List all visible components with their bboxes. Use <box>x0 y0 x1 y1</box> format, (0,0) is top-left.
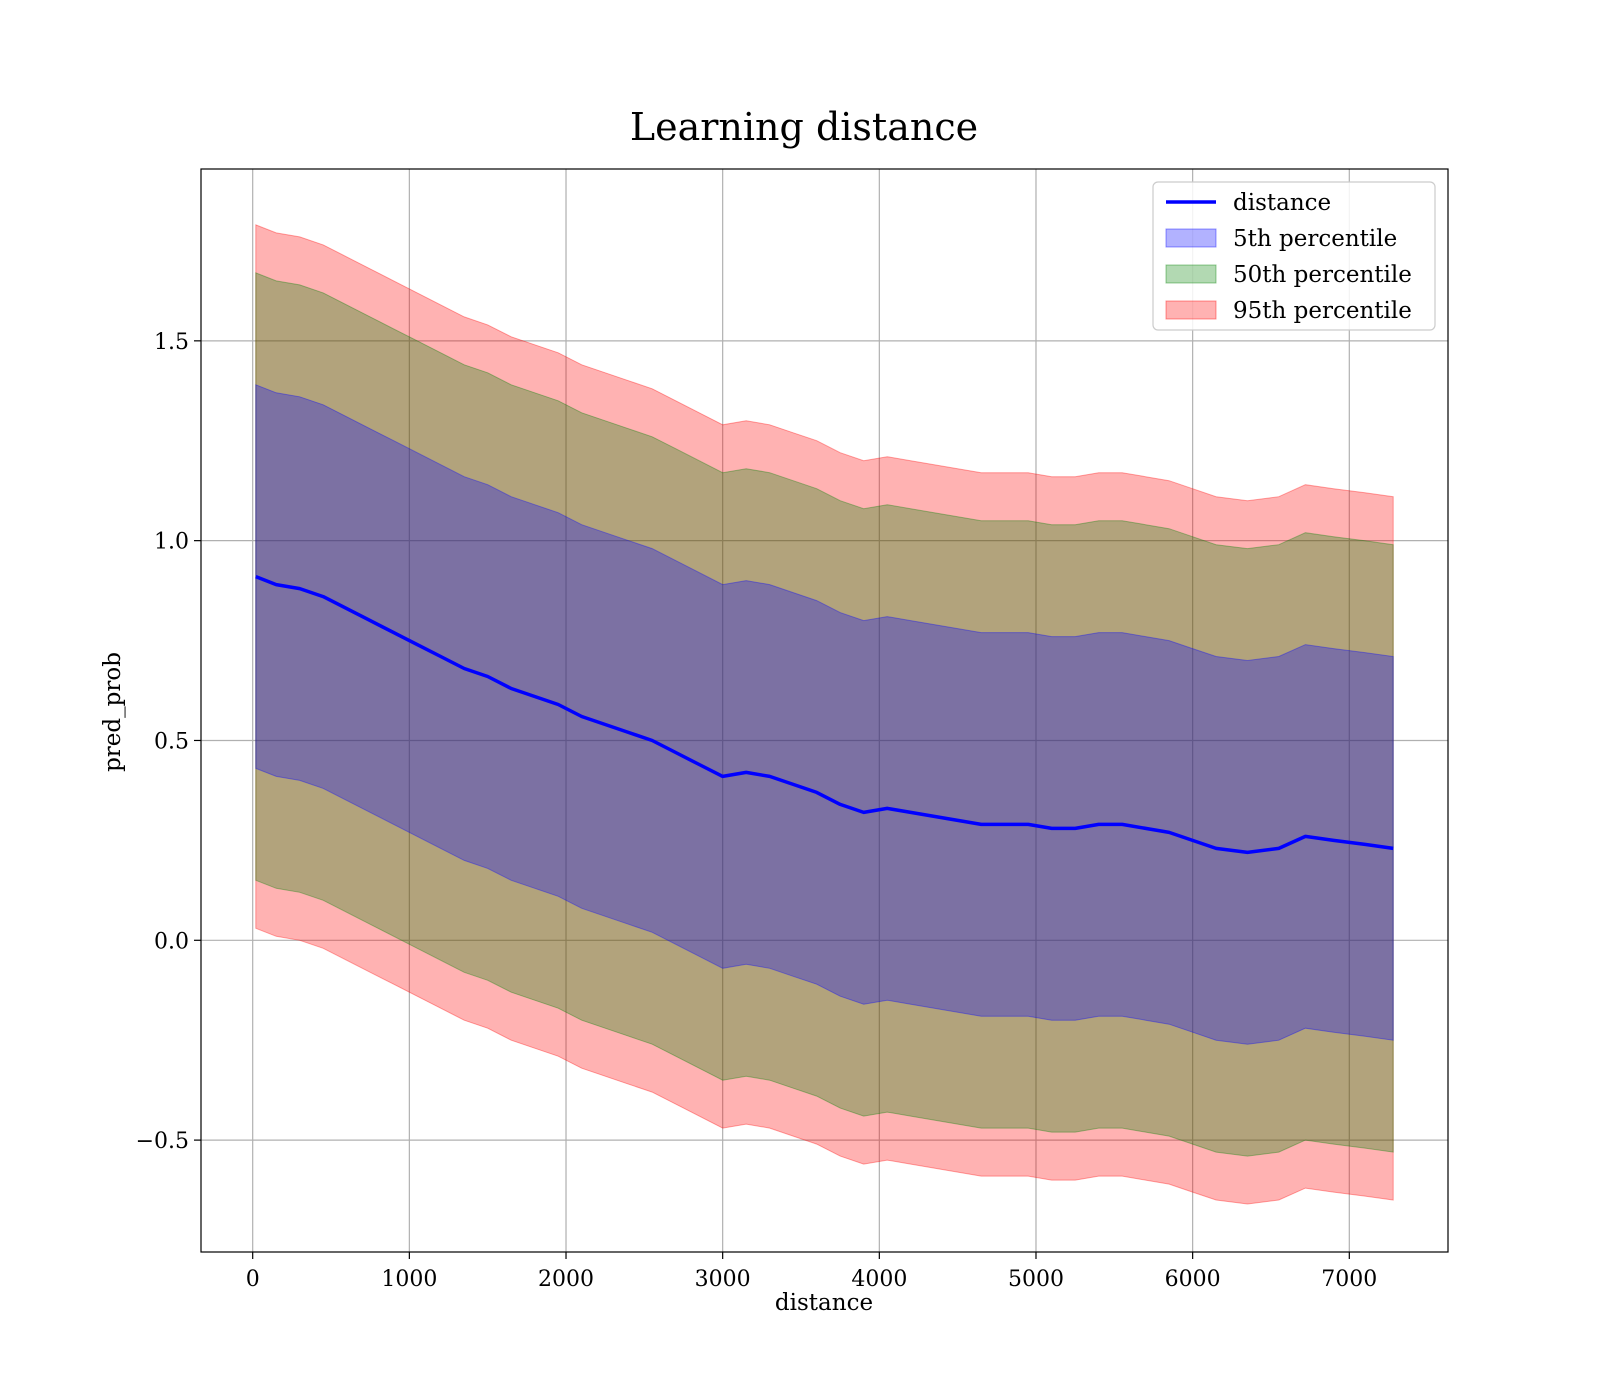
legend-label: 5th percentile <box>1233 226 1397 252</box>
legend-swatch-5th <box>1165 228 1217 248</box>
x-axis: 0 1000 2000 3000 4000 5000 6000 7000 <box>246 1252 1377 1292</box>
band-5th <box>255 384 1394 1045</box>
y-tick-label: −0.5 <box>136 1129 189 1154</box>
series-lines <box>255 574 1394 855</box>
x-tick-label: 2000 <box>538 1267 594 1292</box>
gridlines <box>201 169 1448 1252</box>
x-axis-label: distance <box>775 1290 873 1316</box>
y-tick-label: 0.5 <box>154 729 189 754</box>
y-tick-label: 0.0 <box>154 929 189 954</box>
y-tick-label: 1.0 <box>154 530 189 555</box>
y-axis-label: pred_prob <box>100 652 126 772</box>
y-tick-label: 1.5 <box>154 330 189 355</box>
plot-frame <box>200 168 1449 1253</box>
legend-swatch-50th <box>1165 264 1217 284</box>
x-tick-label: 3000 <box>695 1267 751 1292</box>
x-tick-label: 0 <box>246 1267 260 1292</box>
band-50th <box>255 272 1394 1157</box>
chart-title: Learning distance <box>630 105 978 149</box>
x-tick-label: 4000 <box>851 1267 907 1292</box>
x-tick-label: 7000 <box>1321 1267 1377 1292</box>
percentile-bands <box>255 224 1394 1205</box>
y-axis: −0.5 0.0 0.5 1.0 1.5 <box>136 330 201 1154</box>
x-tick-label: 6000 <box>1165 1267 1221 1292</box>
legend-label: distance <box>1233 190 1331 216</box>
band-95th <box>255 224 1394 1205</box>
legend: distance 5th percentile 50th percentile 95t… <box>1152 181 1436 331</box>
legend-box <box>1152 181 1436 331</box>
x-tick-label: 1000 <box>381 1267 437 1292</box>
legend-swatch-95th <box>1165 300 1217 320</box>
legend-label: 50th percentile <box>1233 262 1412 288</box>
x-tick-label: 5000 <box>1008 1267 1064 1292</box>
series-line-distance <box>255 574 1394 855</box>
legend-label: 95th percentile <box>1233 298 1412 324</box>
